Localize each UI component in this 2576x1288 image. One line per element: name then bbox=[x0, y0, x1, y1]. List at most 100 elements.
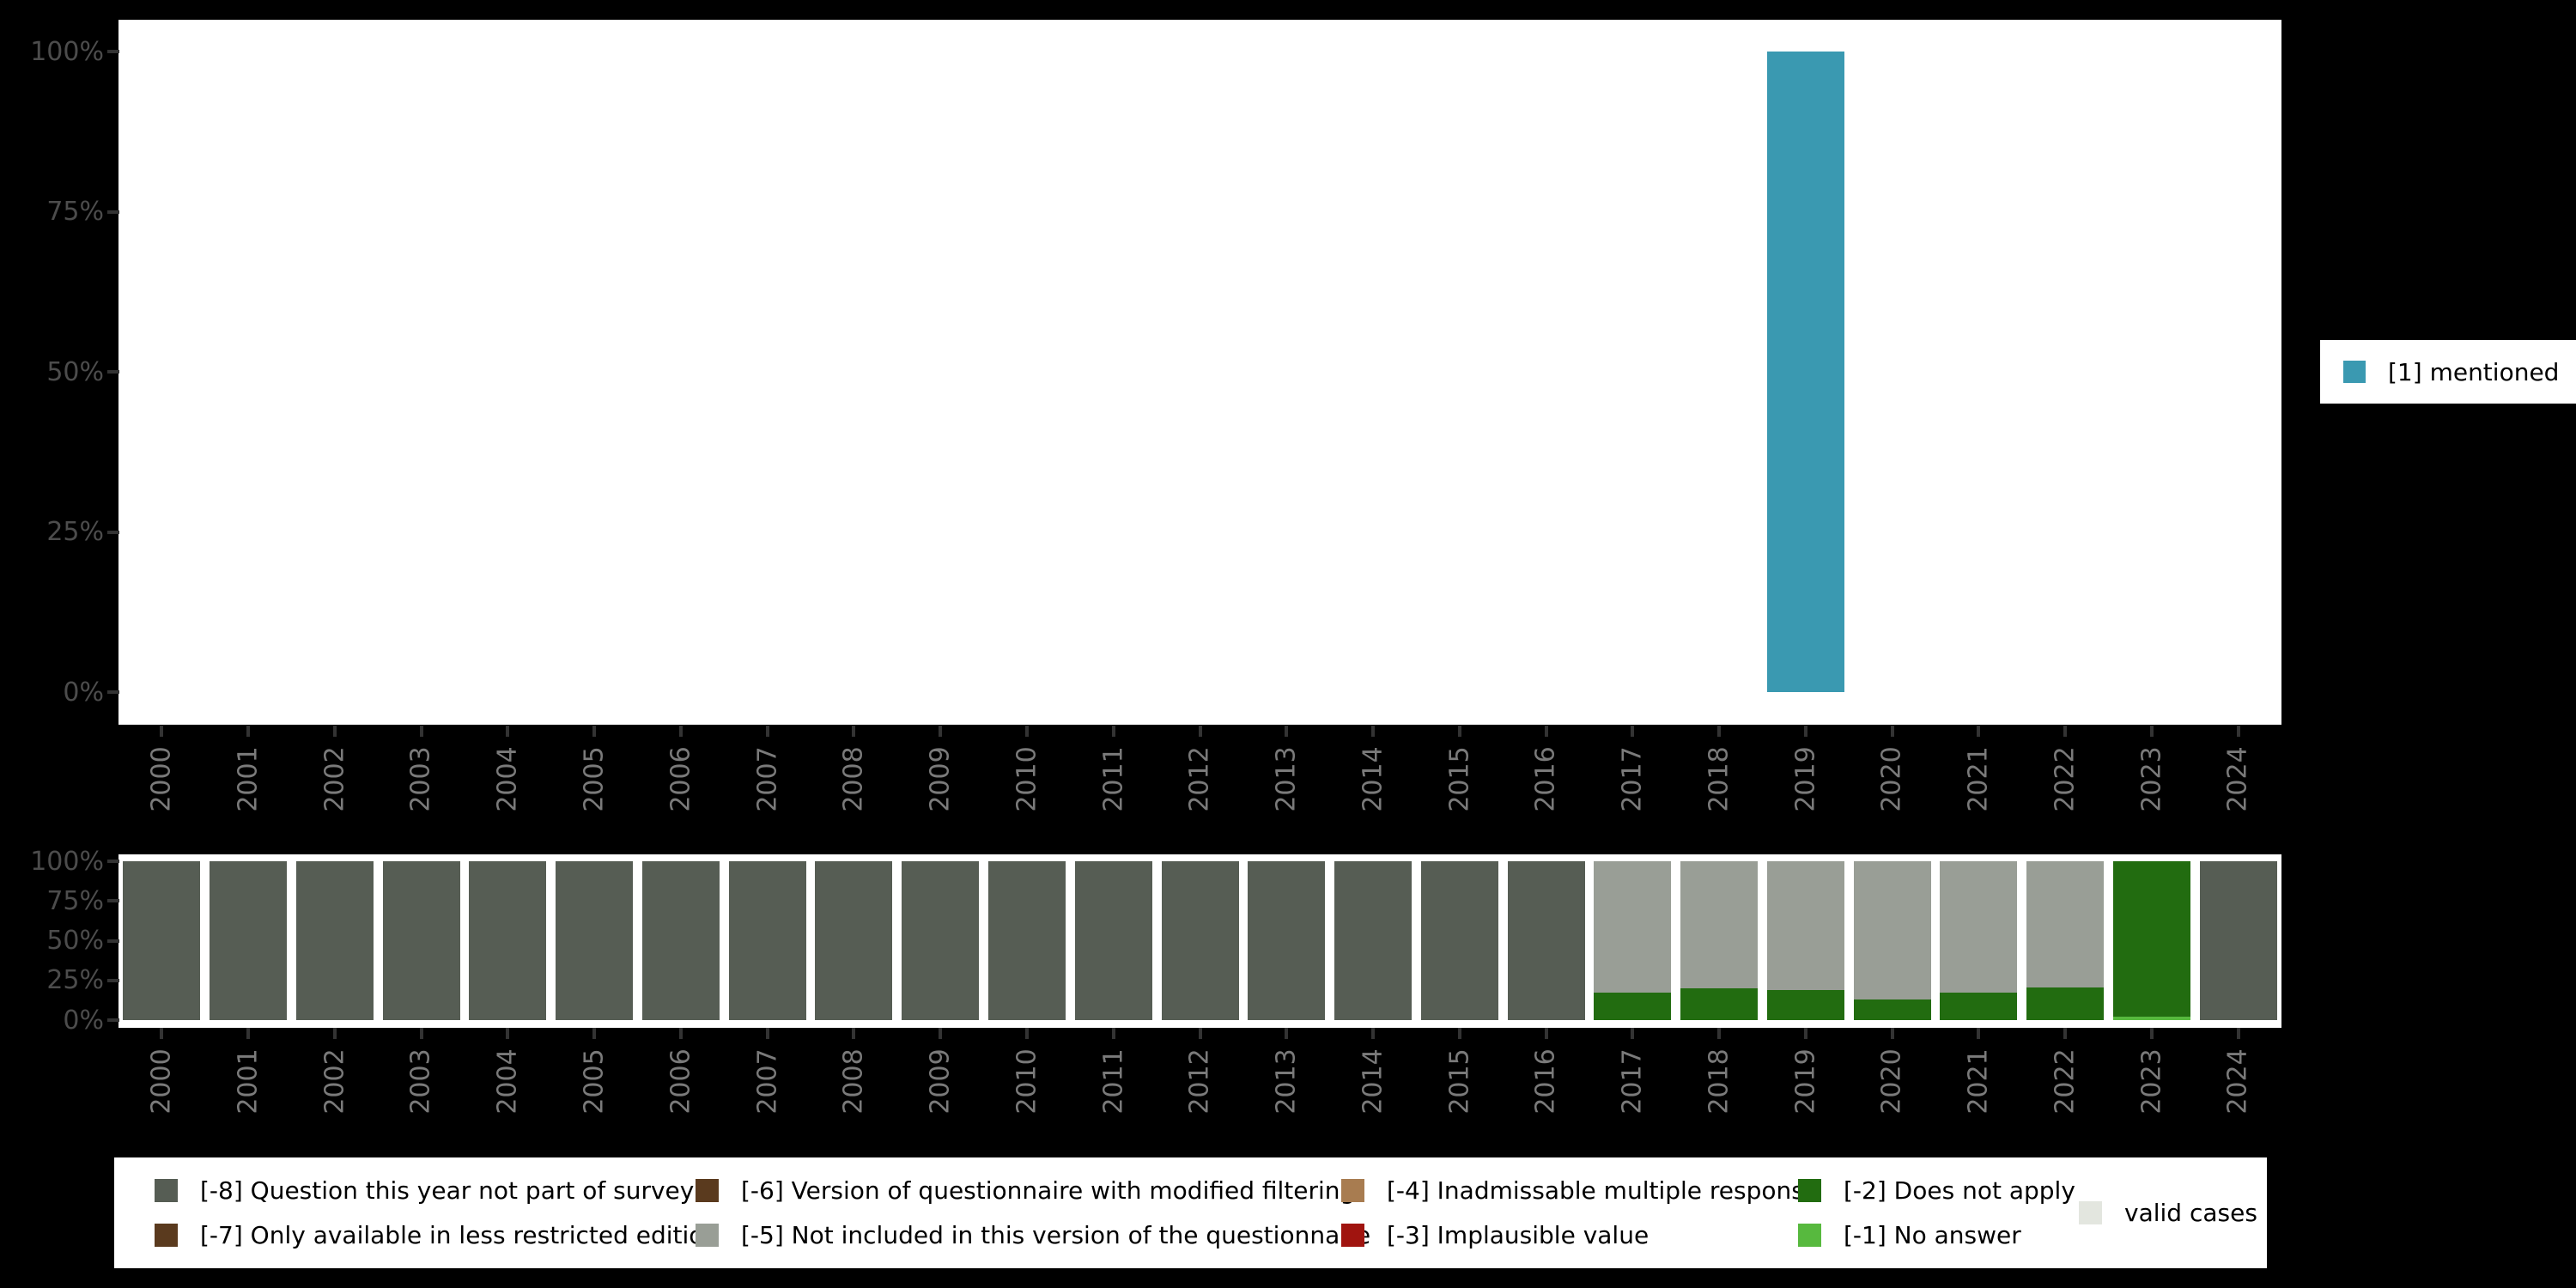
year-label: 2023 bbox=[2136, 745, 2167, 812]
legend-swatch--8 bbox=[155, 1179, 178, 1202]
x-axis-tick-label-2014: 2014 bbox=[1335, 739, 1411, 818]
segment-2019-code-5 bbox=[1766, 861, 1844, 990]
legend-swatch--4 bbox=[1341, 1179, 1364, 1202]
y-axis-tick bbox=[107, 978, 119, 982]
x-axis-tick-2010 bbox=[1024, 726, 1029, 737]
legend-item--4: [-4] Inadmissable multiple response bbox=[1341, 1179, 1819, 1203]
legend-swatch-valid bbox=[2079, 1201, 2102, 1224]
x-axis-tick-2013 bbox=[1285, 726, 1289, 737]
segment-2019-code-2 bbox=[1766, 989, 1844, 1020]
segment-2024-code-8 bbox=[2199, 861, 2277, 1020]
legend-label: [-6] Version of questionnaire with modif… bbox=[741, 1176, 1356, 1205]
x-axis-tick-2009 bbox=[939, 1028, 943, 1039]
legend-swatch--5 bbox=[696, 1224, 719, 1247]
year-label: 2019 bbox=[1790, 1048, 1821, 1115]
x-axis-tick-2000 bbox=[160, 726, 164, 737]
x-axis-tick-2007 bbox=[765, 1028, 769, 1039]
y-axis-tick-label-75%: 75% bbox=[46, 885, 104, 916]
x-axis-tick-2004 bbox=[506, 1028, 510, 1039]
x-axis-tick-label-2013: 2013 bbox=[1249, 739, 1324, 818]
x-axis-tick-label-2012: 2012 bbox=[1163, 1042, 1238, 1121]
x-axis-tick-2002 bbox=[332, 726, 337, 737]
segment-2006-code-8 bbox=[641, 861, 720, 1020]
y-axis-tick bbox=[107, 50, 119, 53]
year-label: 2014 bbox=[1358, 745, 1388, 812]
year-label: 2003 bbox=[406, 745, 437, 812]
x-axis-tick-label-2015: 2015 bbox=[1422, 739, 1498, 818]
x-axis-tick-2014 bbox=[1371, 1028, 1376, 1039]
year-label: 2007 bbox=[752, 1048, 783, 1115]
year-label: 2012 bbox=[1184, 745, 1215, 812]
year-label: 2004 bbox=[492, 745, 523, 812]
x-axis-tick-label-2009: 2009 bbox=[902, 739, 978, 818]
x-axis-tick-2018 bbox=[1717, 1028, 1722, 1039]
year-label: 2008 bbox=[838, 1048, 869, 1115]
x-axis-tick-label-2021: 2021 bbox=[1941, 1042, 2016, 1121]
segment-2013-code-8 bbox=[1248, 861, 1326, 1020]
x-axis-tick-2007 bbox=[765, 726, 769, 737]
y-axis-tick bbox=[107, 899, 119, 903]
x-axis-tick-label-2020: 2020 bbox=[1855, 739, 1930, 818]
year-label: 2010 bbox=[1012, 745, 1042, 812]
segment-2017-code-5 bbox=[1594, 861, 1672, 993]
year-label: 2008 bbox=[838, 745, 869, 812]
x-axis-tick-2024 bbox=[2236, 1028, 2240, 1039]
x-axis-tick-label-2020: 2020 bbox=[1855, 1042, 1930, 1121]
x-axis-tick-label-2016: 2016 bbox=[1509, 1042, 1584, 1121]
year-label: 2023 bbox=[2136, 1048, 2167, 1115]
segment-2021-code-2 bbox=[1940, 992, 2018, 1020]
x-axis-tick-label-2011: 2011 bbox=[1076, 1042, 1151, 1121]
year-label: 2019 bbox=[1790, 745, 1821, 812]
segment-2012-code-8 bbox=[1161, 861, 1239, 1020]
x-axis-tick-2016 bbox=[1544, 726, 1548, 737]
x-axis-tick-label-2013: 2013 bbox=[1249, 1042, 1324, 1121]
x-axis-tick-2001 bbox=[246, 726, 251, 737]
x-axis-tick-label-2010: 2010 bbox=[989, 1042, 1065, 1121]
x-axis-tick-label-2014: 2014 bbox=[1335, 1042, 1411, 1121]
x-axis-tick-2003 bbox=[419, 726, 423, 737]
x-axis-tick-label-2015: 2015 bbox=[1422, 1042, 1498, 1121]
legend-label: [-7] Only available in less restricted e… bbox=[200, 1221, 720, 1249]
year-label: 2001 bbox=[233, 745, 264, 812]
legend-swatch--3 bbox=[1341, 1224, 1364, 1247]
x-axis-tick-2016 bbox=[1544, 1028, 1548, 1039]
x-axis-tick-2011 bbox=[1111, 1028, 1115, 1039]
y-axis-tick-label-25%: 25% bbox=[46, 965, 104, 996]
legend-item--3: [-3] Implausible value bbox=[1341, 1224, 1819, 1248]
x-axis-tick-2000 bbox=[160, 1028, 164, 1039]
segment-2020-code-5 bbox=[1853, 861, 1931, 999]
x-axis-tick-2018 bbox=[1717, 726, 1722, 737]
segment-2022-code-2 bbox=[2026, 987, 2105, 1020]
x-axis-tick-2006 bbox=[678, 726, 683, 737]
x-axis-tick-label-2008: 2008 bbox=[816, 1042, 891, 1121]
x-axis-tick-2006 bbox=[678, 1028, 683, 1039]
year-label: 2007 bbox=[752, 745, 783, 812]
x-axis-tick-label-2003: 2003 bbox=[384, 1042, 459, 1121]
segment-2005-code-8 bbox=[556, 861, 634, 1020]
segment-2001-code-8 bbox=[210, 861, 288, 1020]
year-label: 2000 bbox=[146, 745, 177, 812]
x-axis-tick-label-2022: 2022 bbox=[2027, 739, 2103, 818]
legend-column-5: valid cases bbox=[2079, 1157, 2257, 1268]
x-axis-tick-label-2002: 2002 bbox=[297, 739, 373, 818]
segment-2002-code-8 bbox=[295, 861, 374, 1020]
segment-2020-code-2 bbox=[1853, 999, 1931, 1020]
x-axis-tick-2002 bbox=[332, 1028, 337, 1039]
year-label: 2022 bbox=[2050, 745, 2081, 812]
x-axis-tick-label-2001: 2001 bbox=[210, 1042, 286, 1121]
legend-column-1: [-8] Question this year not part of surv… bbox=[155, 1157, 719, 1268]
x-axis-tick-label-2000: 2000 bbox=[124, 1042, 199, 1121]
x-axis-tick-2021 bbox=[1977, 726, 1981, 737]
year-label: 2012 bbox=[1184, 1048, 1215, 1115]
bar-2019-mentioned bbox=[1766, 52, 1844, 692]
segment-2004-code-8 bbox=[469, 861, 547, 1020]
segment-2021-code-5 bbox=[1940, 861, 2018, 993]
year-label: 2015 bbox=[1444, 1048, 1475, 1115]
segment-2010-code-8 bbox=[987, 861, 1066, 1020]
x-axis-tick-2015 bbox=[1457, 1028, 1461, 1039]
year-label: 2024 bbox=[2223, 1048, 2254, 1115]
year-label: 2018 bbox=[1704, 1048, 1735, 1115]
x-axis-tick-label-2009: 2009 bbox=[902, 1042, 978, 1121]
x-axis-tick-label-2019: 2019 bbox=[1768, 739, 1844, 818]
x-axis-tick-2009 bbox=[939, 726, 943, 737]
